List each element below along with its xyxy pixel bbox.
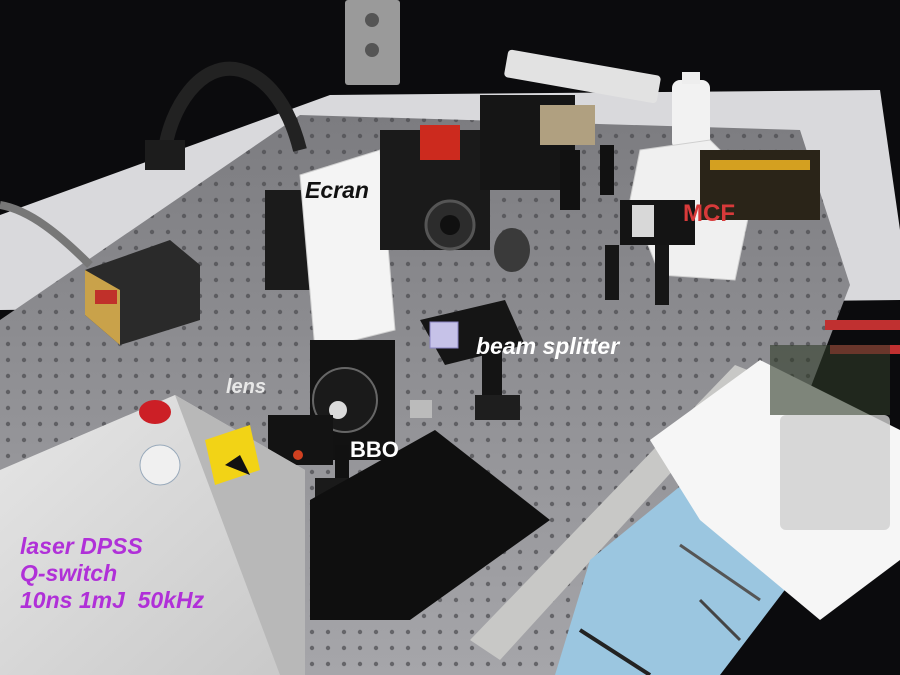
lamp-clamp [145, 140, 185, 170]
label-beam-splitter: beam splitter [476, 333, 620, 359]
electronics-stripe [710, 160, 810, 170]
laser-caption-line3: 10ns 1mJ 50kHz [20, 587, 205, 613]
green-mat [770, 345, 890, 415]
label-ecran: Ecran [305, 177, 369, 203]
hex-key [679, 543, 761, 602]
laser-caption-line2: Q-switch [20, 560, 118, 586]
bottle [672, 80, 710, 150]
diode-laser-module [85, 240, 200, 345]
mcf-mount [605, 200, 695, 305]
screwdriver [825, 320, 900, 330]
hex-key [698, 598, 742, 642]
wall-socket [345, 0, 400, 85]
socket-hole [365, 43, 379, 57]
power-strip [504, 49, 661, 104]
label-bbo: BBO [350, 437, 399, 462]
tool-box [780, 415, 890, 530]
beam-splitter-assembly [420, 300, 525, 420]
ecran-screen [299, 149, 396, 351]
gooseneck-lamp [158, 61, 307, 152]
laser-caption-line1: laser DPSS [20, 533, 143, 559]
label-lens: lens [226, 376, 267, 398]
optics-cluster [380, 95, 614, 272]
socket-hole [365, 13, 379, 27]
label-mcf: MCF [683, 200, 735, 227]
base-plate [310, 430, 550, 620]
bottle-cap [682, 72, 700, 84]
dpss-laser-housing [0, 395, 305, 675]
laser-caption: laser DPSS Q-switch 10ns 1mJ 50kHz [20, 533, 204, 614]
hex-key [578, 628, 652, 675]
cable [0, 201, 93, 268]
